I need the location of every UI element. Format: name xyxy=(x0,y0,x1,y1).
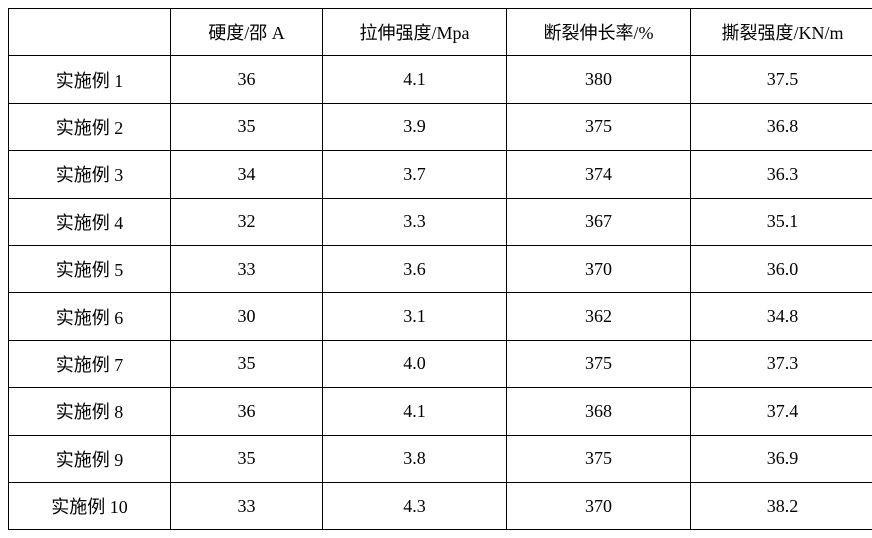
cell-value: 368 xyxy=(507,388,691,435)
row-label: 实施例 6 xyxy=(9,293,171,340)
row-label: 实施例 7 xyxy=(9,340,171,387)
cell-value: 4.1 xyxy=(323,56,507,103)
cell-value: 37.4 xyxy=(691,388,872,435)
cell-value: 4.0 xyxy=(323,340,507,387)
header-cell-empty xyxy=(9,9,171,56)
table-row: 实施例 7 35 4.0 375 37.3 xyxy=(9,340,872,387)
header-cell-tear-strength: 撕裂强度/KN/m xyxy=(691,9,872,56)
row-label: 实施例 8 xyxy=(9,388,171,435)
row-label: 实施例 5 xyxy=(9,245,171,292)
table-row: 实施例 1 36 4.1 380 37.5 xyxy=(9,56,872,103)
row-label: 实施例 2 xyxy=(9,103,171,150)
header-cell-hardness: 硬度/邵 A xyxy=(171,9,323,56)
cell-value: 33 xyxy=(171,245,323,292)
cell-value: 37.3 xyxy=(691,340,872,387)
table-row: 实施例 8 36 4.1 368 37.4 xyxy=(9,388,872,435)
row-label: 实施例 4 xyxy=(9,198,171,245)
cell-value: 375 xyxy=(507,103,691,150)
cell-value: 3.3 xyxy=(323,198,507,245)
cell-value: 3.9 xyxy=(323,103,507,150)
cell-value: 3.6 xyxy=(323,245,507,292)
cell-value: 370 xyxy=(507,245,691,292)
table-row: 实施例 5 33 3.6 370 36.0 xyxy=(9,245,872,292)
table-row: 实施例 3 34 3.7 374 36.3 xyxy=(9,151,872,198)
cell-value: 36 xyxy=(171,388,323,435)
cell-value: 33 xyxy=(171,482,323,529)
cell-value: 37.5 xyxy=(691,56,872,103)
cell-value: 38.2 xyxy=(691,482,872,529)
cell-value: 36.9 xyxy=(691,435,872,482)
cell-value: 35 xyxy=(171,340,323,387)
row-label: 实施例 1 xyxy=(9,56,171,103)
cell-value: 3.7 xyxy=(323,151,507,198)
cell-value: 4.3 xyxy=(323,482,507,529)
header-cell-elongation: 断裂伸长率/% xyxy=(507,9,691,56)
cell-value: 3.1 xyxy=(323,293,507,340)
cell-value: 370 xyxy=(507,482,691,529)
data-table-container: 硬度/邵 A 拉伸强度/Mpa 断裂伸长率/% 撕裂强度/KN/m 实施例 1 … xyxy=(8,8,864,530)
cell-value: 367 xyxy=(507,198,691,245)
cell-value: 380 xyxy=(507,56,691,103)
cell-value: 4.1 xyxy=(323,388,507,435)
cell-value: 34.8 xyxy=(691,293,872,340)
cell-value: 36.0 xyxy=(691,245,872,292)
cell-value: 3.8 xyxy=(323,435,507,482)
cell-value: 36 xyxy=(171,56,323,103)
properties-table: 硬度/邵 A 拉伸强度/Mpa 断裂伸长率/% 撕裂强度/KN/m 实施例 1 … xyxy=(8,8,872,530)
table-body: 实施例 1 36 4.1 380 37.5 实施例 2 35 3.9 375 3… xyxy=(9,56,872,530)
cell-value: 35.1 xyxy=(691,198,872,245)
cell-value: 375 xyxy=(507,340,691,387)
cell-value: 34 xyxy=(171,151,323,198)
header-row: 硬度/邵 A 拉伸强度/Mpa 断裂伸长率/% 撕裂强度/KN/m xyxy=(9,9,872,56)
cell-value: 30 xyxy=(171,293,323,340)
table-header: 硬度/邵 A 拉伸强度/Mpa 断裂伸长率/% 撕裂强度/KN/m xyxy=(9,9,872,56)
table-row: 实施例 2 35 3.9 375 36.8 xyxy=(9,103,872,150)
table-row: 实施例 9 35 3.8 375 36.9 xyxy=(9,435,872,482)
row-label: 实施例 9 xyxy=(9,435,171,482)
table-row: 实施例 4 32 3.3 367 35.1 xyxy=(9,198,872,245)
table-row: 实施例 6 30 3.1 362 34.8 xyxy=(9,293,872,340)
cell-value: 36.3 xyxy=(691,151,872,198)
row-label: 实施例 3 xyxy=(9,151,171,198)
header-cell-tensile-strength: 拉伸强度/Mpa xyxy=(323,9,507,56)
cell-value: 32 xyxy=(171,198,323,245)
cell-value: 375 xyxy=(507,435,691,482)
cell-value: 362 xyxy=(507,293,691,340)
cell-value: 36.8 xyxy=(691,103,872,150)
cell-value: 35 xyxy=(171,435,323,482)
row-label: 实施例 10 xyxy=(9,482,171,529)
cell-value: 374 xyxy=(507,151,691,198)
table-row: 实施例 10 33 4.3 370 38.2 xyxy=(9,482,872,529)
cell-value: 35 xyxy=(171,103,323,150)
